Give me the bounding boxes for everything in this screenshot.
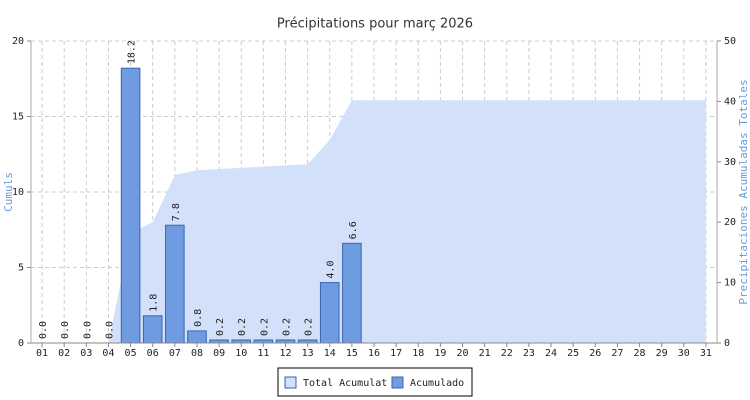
y2-tick-label: 40	[724, 96, 736, 107]
data-label: 0.2	[259, 318, 270, 336]
y2-tick-label: 10	[724, 278, 736, 289]
bar	[120, 67, 141, 344]
x-tick-label: 09	[213, 348, 225, 359]
x-tick-label: 24	[545, 348, 557, 359]
y2-tick-label: 0	[724, 338, 730, 349]
area	[42, 100, 706, 343]
data-label: 0.0	[82, 321, 93, 339]
x-tick-label: 16	[368, 348, 380, 359]
x-tick-label: 28	[634, 348, 646, 359]
x-tick-label: 07	[169, 348, 181, 359]
data-label: 0.0	[60, 321, 71, 339]
data-label: 0.0	[38, 321, 49, 339]
y-tick-label: 5	[18, 263, 24, 274]
x-tick-label: 11	[257, 348, 269, 359]
legend-swatch	[284, 376, 297, 389]
data-label: 1.8	[149, 294, 160, 312]
x-tick-label: 06	[147, 348, 159, 359]
x-tick-label: 18	[412, 348, 424, 359]
data-label: 7.8	[171, 203, 182, 221]
x-tick-label: 21	[479, 348, 491, 359]
y-tick-label: 0	[18, 338, 24, 349]
x-tick-label: 01	[36, 348, 48, 359]
x-tick-label: 08	[191, 348, 203, 359]
data-label: 0.2	[237, 318, 248, 336]
x-tick-label: 25	[567, 348, 579, 359]
x-tick-label: 22	[501, 348, 513, 359]
x-tick-label: 27	[611, 348, 623, 359]
x-tick-label: 10	[235, 348, 247, 359]
x-tick-label: 15	[346, 348, 358, 359]
legend-label: Acumulado	[410, 378, 464, 389]
data-label: 0.2	[304, 318, 315, 336]
data-label: 0.8	[193, 309, 204, 327]
bar	[187, 330, 207, 344]
x-tick-label: 05	[125, 348, 137, 359]
x-tick-label: 19	[434, 348, 446, 359]
bar	[319, 282, 340, 344]
x-tick-label: 03	[80, 348, 92, 359]
x-tick-label: 29	[656, 348, 668, 359]
x-tick-label: 30	[678, 348, 690, 359]
legend-label: Total Acumulat	[303, 378, 387, 389]
chart-title: Précipitations pour març 2026	[277, 17, 473, 32]
legend-box	[277, 367, 473, 397]
x-tick-label: 23	[523, 348, 535, 359]
x-tick-label: 26	[589, 348, 601, 359]
data-label: 0.0	[104, 321, 115, 339]
x-tick-label: 02	[58, 348, 70, 359]
y2-tick-label: 30	[724, 157, 736, 168]
data-label: 0.2	[215, 318, 226, 336]
bar	[142, 315, 163, 344]
bar	[165, 224, 185, 344]
x-tick-label: 04	[102, 348, 114, 359]
x-tick-label: 13	[302, 348, 314, 359]
x-tick-label: 31	[700, 348, 712, 359]
legend-swatch	[391, 376, 404, 389]
y2-axis-label: Precipitaciones Acumuladas Totales	[737, 79, 750, 304]
y-axis-label: Cumuls	[2, 172, 15, 212]
y-tick-label: 10	[12, 187, 24, 198]
x-tick-label: 14	[324, 348, 336, 359]
bar	[342, 242, 362, 344]
x-tick-label: 12	[279, 348, 291, 359]
y2-tick-label: 50	[724, 36, 736, 47]
y-tick-label: 20	[12, 36, 24, 47]
data-label: 6.6	[348, 221, 359, 239]
data-label: 4.0	[326, 261, 337, 279]
data-label: 18.2	[127, 40, 138, 64]
y-tick-label: 15	[12, 112, 24, 123]
x-tick-label: 20	[456, 348, 468, 359]
data-label: 0.2	[281, 318, 292, 336]
y2-tick-label: 20	[724, 217, 736, 228]
x-tick-label: 17	[390, 348, 402, 359]
